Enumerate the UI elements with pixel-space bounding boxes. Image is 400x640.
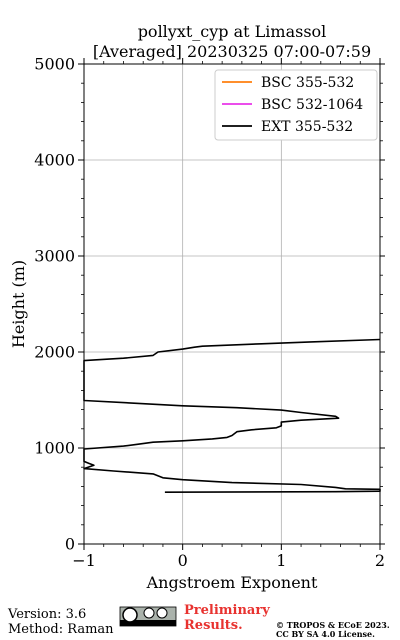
x-tick-label: 2 (375, 551, 385, 570)
chart-title: pollyxt_cyp at Limassol (137, 22, 327, 41)
axis-ticks (78, 58, 385, 550)
by-icon (143, 607, 155, 619)
y-tick-label: 0 (65, 535, 75, 554)
x-tick-label: −1 (72, 551, 96, 570)
chart-subtitle: [Averaged] 20230325 07:00-07:59 (92, 42, 372, 61)
series-line-2 (83, 338, 381, 493)
sa-icon (156, 607, 168, 619)
series-lines (83, 338, 381, 493)
method-text: Method: Raman (8, 622, 114, 637)
copyright-line2: CC BY SA 4.0 License. (276, 629, 375, 639)
plot-frame (83, 63, 381, 545)
legend-label-0: BSC 355-532 (261, 75, 354, 91)
legend: BSC 355-532 BSC 532-1064 EXT 355-532 (214, 69, 378, 141)
legend-box (214, 69, 378, 141)
preliminary-text-line2: Results. (184, 618, 243, 633)
y-tick-label: 5000 (34, 55, 75, 74)
y-axis-label: Height (m) (9, 260, 28, 348)
legend-label-2: EXT 355-532 (261, 119, 353, 135)
x-tick-label: 0 (178, 551, 188, 570)
version-text: Version: 3.6 (8, 607, 87, 622)
preliminary-text-line1: Preliminary (184, 603, 270, 618)
y-tick-label: 1000 (34, 439, 75, 458)
y-tick-label: 4000 (34, 151, 75, 170)
y-tick-label: 3000 (34, 247, 75, 266)
x-axis-label: Angstroem Exponent (146, 573, 318, 592)
cc-icon (122, 607, 138, 623)
copyright-line1: © TROPOS & ECoE 2023. (276, 620, 390, 630)
y-tick-label: 2000 (34, 343, 75, 362)
cc-license-logo (119, 606, 177, 627)
x-tick-label: 1 (276, 551, 286, 570)
legend-label-1: BSC 532-1064 (261, 97, 363, 113)
